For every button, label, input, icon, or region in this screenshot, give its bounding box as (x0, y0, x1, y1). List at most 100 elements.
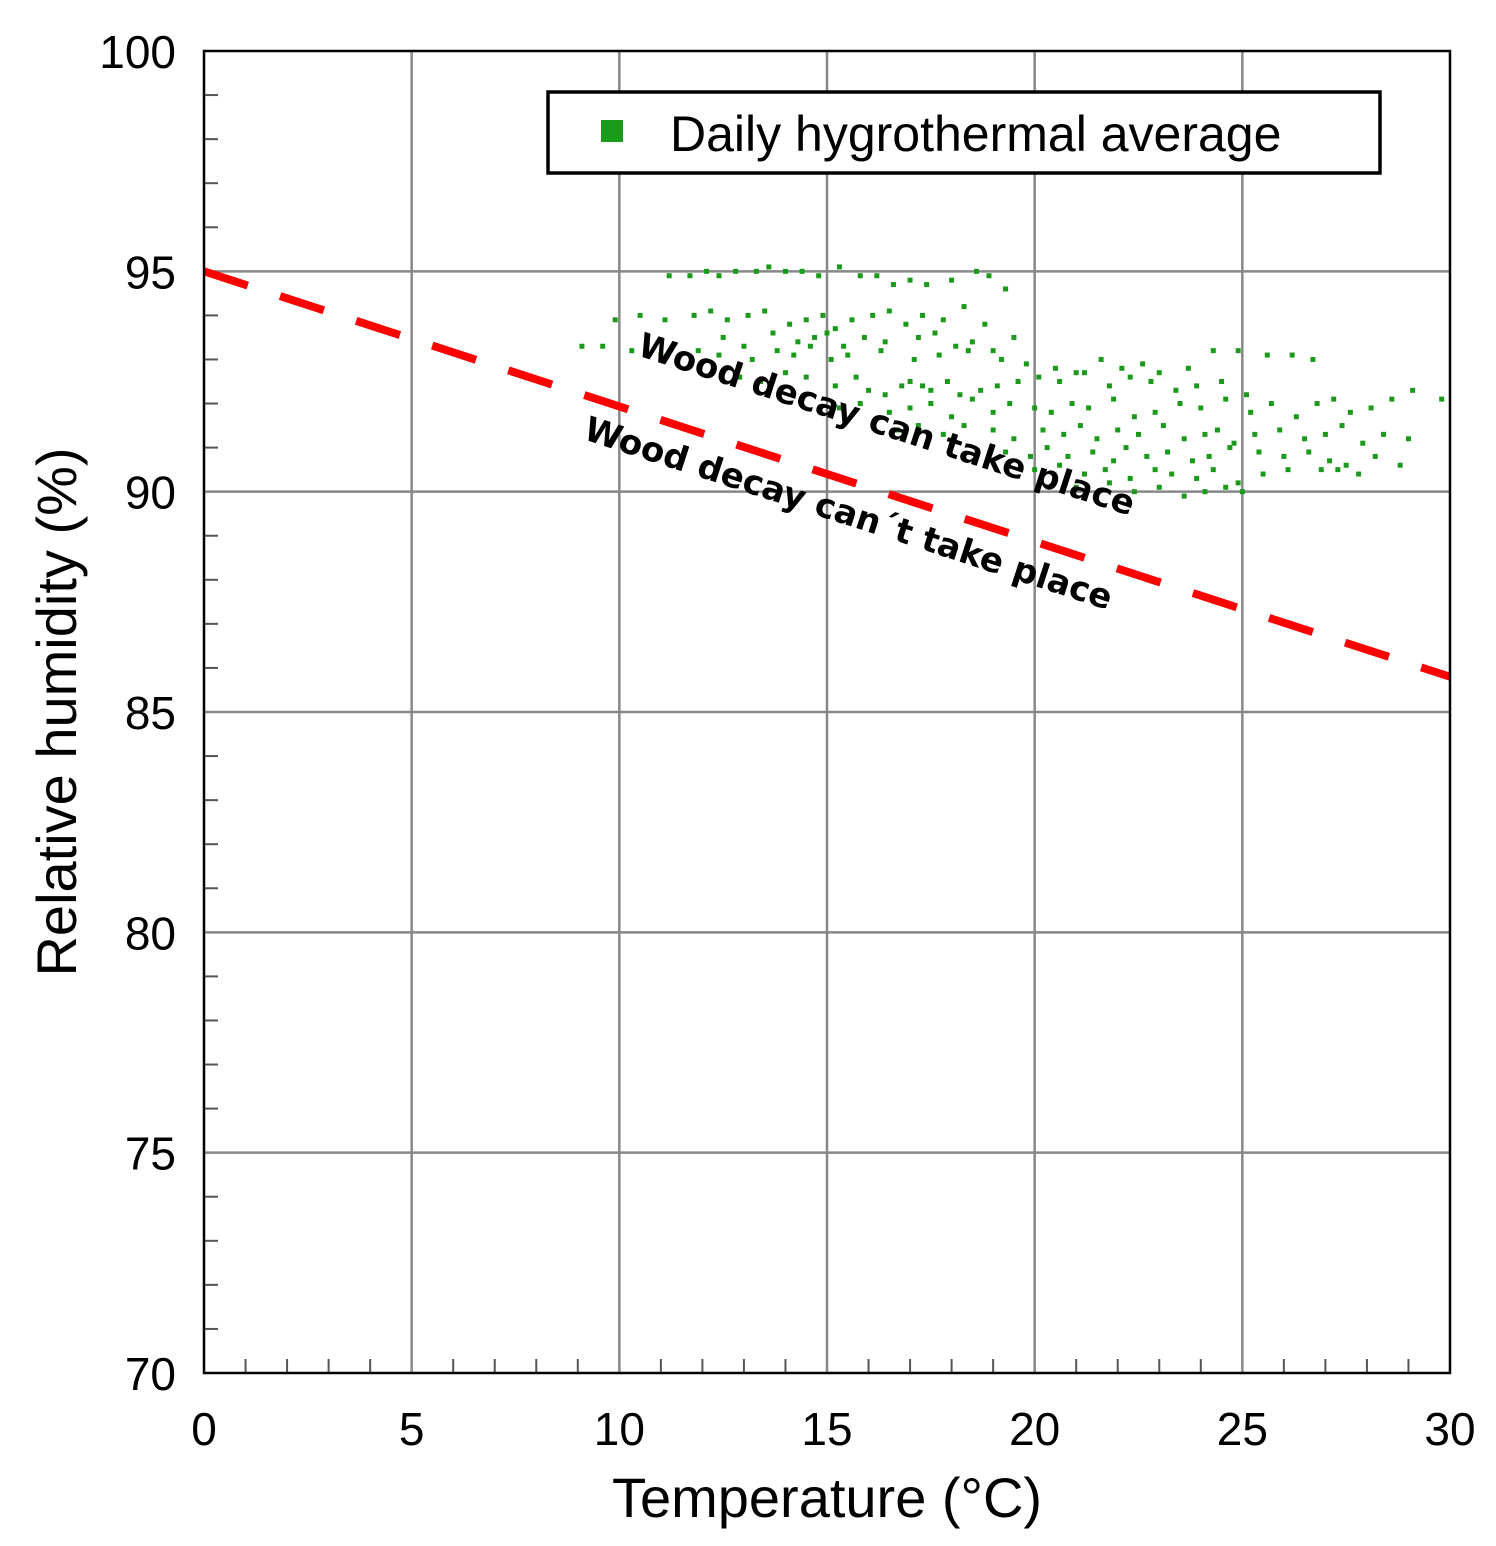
x-tick-label: 15 (801, 1403, 852, 1455)
scatter-point (928, 401, 934, 407)
scatter-point (774, 348, 780, 354)
scatter-point (695, 348, 701, 354)
scatter-point (978, 387, 984, 393)
scatter-point (1140, 361, 1146, 367)
scatter-point (745, 312, 751, 318)
scatter-points (579, 264, 1445, 499)
y-tick-label: 90 (125, 467, 176, 519)
minor-ticks (204, 94, 1410, 1373)
x-tick-label: 0 (191, 1403, 217, 1455)
scatter-point (849, 317, 855, 323)
scatter-point (841, 343, 847, 349)
scatter-point (1011, 436, 1017, 442)
x-tick-label: 30 (1424, 1403, 1475, 1455)
scatter-point (845, 352, 851, 358)
scatter-point (957, 392, 963, 398)
scatter-point (1248, 409, 1254, 415)
scatter-point (782, 268, 788, 274)
scatter-point (795, 339, 801, 345)
scatter-point (741, 343, 747, 349)
scatter-point (1347, 409, 1353, 415)
x-axis-title: Temperature (°C) (612, 1466, 1042, 1529)
scatter-point (708, 308, 714, 314)
scatter-point (1372, 453, 1378, 459)
scatter-point (853, 374, 859, 380)
scatter-point (1268, 401, 1274, 407)
scatter-point (857, 273, 863, 279)
scatter-point (990, 348, 996, 354)
scatter-point (949, 414, 955, 420)
legend: Daily hygrothermal average (546, 90, 1382, 175)
scatter-point (662, 317, 668, 323)
scatter-point (770, 330, 776, 336)
scatter-point (936, 352, 942, 358)
scatter-point (1243, 392, 1249, 398)
scatter-point (961, 304, 967, 310)
scatter-point (1160, 423, 1166, 429)
scatter-point (1073, 484, 1079, 490)
scatter-point (1094, 436, 1100, 442)
scatter-point (782, 370, 788, 376)
scatter-point (1102, 467, 1108, 473)
scatter-point (1310, 356, 1316, 362)
plot-frame (202, 49, 1452, 1375)
scatter-point (994, 383, 1000, 389)
scatter-point (1136, 431, 1141, 437)
scatter-point (1023, 361, 1029, 367)
scatter-point (1077, 423, 1083, 429)
scatter-point (1235, 480, 1241, 486)
scatter-point (940, 431, 946, 437)
scatter-point (886, 308, 892, 314)
scatter-point (612, 317, 618, 323)
scatter-point (1169, 471, 1175, 477)
scatter-point (803, 317, 809, 323)
scatter-point (812, 334, 818, 340)
x-tick-label: 25 (1217, 1403, 1268, 1455)
scatter-point (1356, 471, 1362, 477)
scatter-point (1106, 383, 1112, 389)
scatter-point (1173, 387, 1179, 393)
scatter-point (1036, 374, 1042, 380)
scatter-point (1131, 489, 1137, 495)
scatter-point (1003, 449, 1009, 455)
scatter-point (1082, 471, 1088, 477)
scatter-point (1210, 467, 1216, 473)
scatter-point (629, 348, 635, 354)
scatter-point (1007, 401, 1013, 407)
scatter-point (824, 330, 830, 336)
scatter-point (1381, 431, 1387, 437)
scatter-point (990, 409, 996, 415)
scatter-point (1343, 462, 1349, 468)
scatter-point (1227, 445, 1233, 451)
scatter-point (1123, 445, 1129, 451)
scatter-point (1177, 401, 1183, 407)
grid-lines (204, 51, 1450, 1373)
legend-marker-square (601, 120, 623, 142)
scatter-point (907, 277, 913, 283)
scatter-point (1214, 427, 1220, 433)
scatter-point (1082, 370, 1088, 376)
y-tick-label: 95 (125, 246, 176, 298)
scatter-point (720, 334, 726, 340)
scatter-point (990, 427, 996, 433)
scatter-point (1115, 427, 1121, 433)
scatter-point (1111, 396, 1117, 402)
scatter-point (895, 427, 901, 433)
scatter-point (1032, 467, 1038, 473)
scatter-point (866, 387, 872, 393)
scatter-point (600, 343, 606, 349)
scatter-point (658, 352, 664, 358)
scatter-point (1318, 467, 1324, 473)
scatter-point (716, 352, 722, 358)
scatter-point (1028, 453, 1034, 459)
scatter-point (944, 379, 950, 384)
scatter-point (753, 268, 759, 274)
scatter-point (874, 273, 880, 279)
scatter-point (1127, 374, 1133, 380)
scatter-point (1335, 467, 1341, 473)
scatter-point (762, 308, 768, 314)
scatter-point (1052, 365, 1058, 371)
scatter-point (1106, 480, 1112, 486)
scatter-point (1015, 379, 1021, 384)
